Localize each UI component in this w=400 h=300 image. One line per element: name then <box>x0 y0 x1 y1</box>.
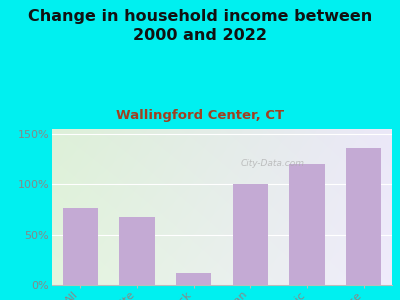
Text: City-Data.com: City-Data.com <box>241 159 305 168</box>
Bar <box>233 184 268 285</box>
Text: Wallingford Center, CT: Wallingford Center, CT <box>116 110 284 122</box>
Text: Change in household income between
2000 and 2022: Change in household income between 2000 … <box>28 9 372 43</box>
Bar <box>290 164 324 285</box>
Bar <box>346 148 381 285</box>
Bar <box>63 208 98 285</box>
Bar <box>176 273 211 285</box>
Bar <box>120 217 154 285</box>
